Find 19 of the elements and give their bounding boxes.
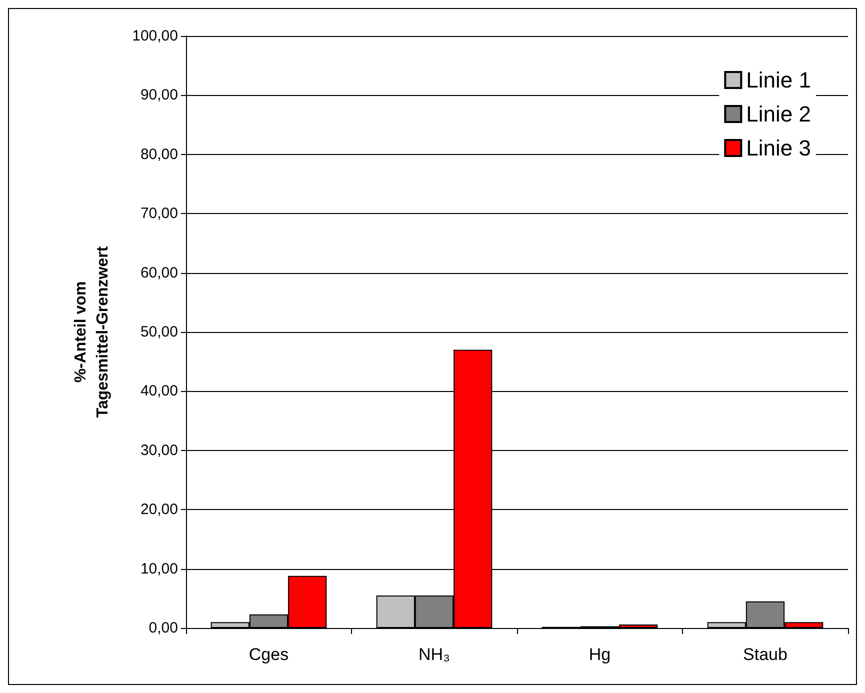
y-tick-label: 90,00	[140, 86, 178, 104]
x-tick-label: Hg	[588, 645, 611, 664]
y-axis-title: %-Anteil vom Tagesmittel-Grenzwert	[72, 246, 112, 418]
legend-label: Linie 1	[746, 68, 812, 92]
y-tick-label: 40,00	[140, 382, 178, 400]
y-tick-label: 10,00	[140, 560, 178, 578]
legend-label: Linie 3	[746, 136, 812, 160]
x-tick-label: NH₃	[418, 645, 450, 664]
y-tick-label: 100,00	[132, 28, 178, 44]
x-tick-label: Staub	[743, 645, 788, 664]
y-tick-label: 60,00	[140, 264, 178, 282]
y-tick-label: 30,00	[140, 442, 178, 459]
x-tick-label: Cges	[248, 645, 289, 664]
y-tick-label: 70,00	[140, 205, 178, 222]
y-tick-label: 80,00	[140, 146, 178, 163]
y-tick-label: 50,00	[140, 324, 178, 340]
y-tick-label: 0,00	[148, 620, 178, 636]
y-tick-label: 20,00	[140, 501, 178, 518]
legend-label: Linie 2	[746, 102, 812, 126]
